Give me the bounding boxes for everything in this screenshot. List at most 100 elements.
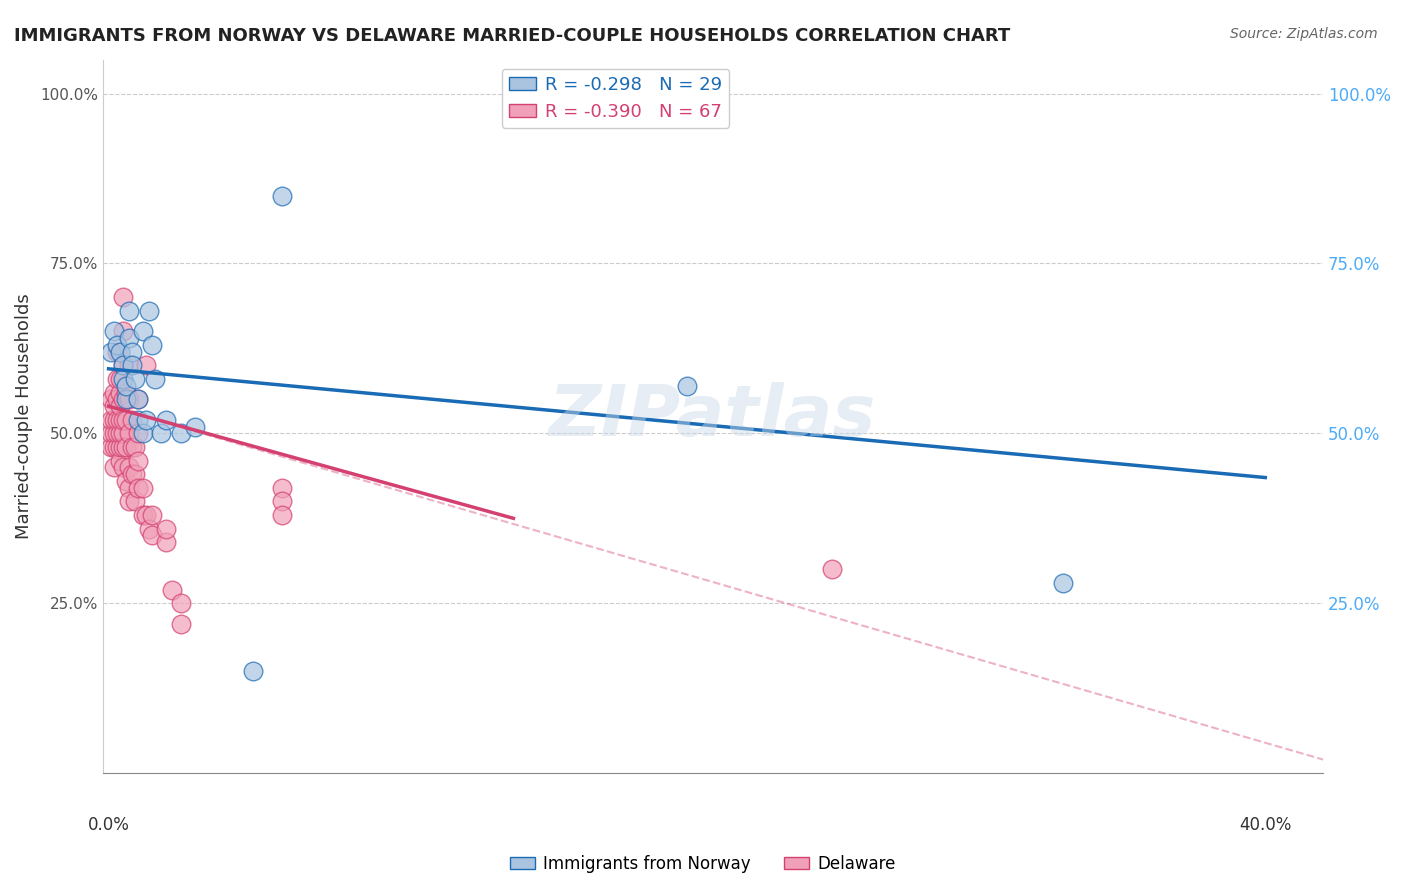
Point (118, 392, 141, 407)
Point (103, 385, 125, 400)
Point (135, 508, 157, 522)
Point (100, 413, 122, 427)
Point (141, 528, 163, 542)
Point (115, 385, 138, 400)
Point (115, 440, 138, 454)
Point (105, 440, 128, 454)
Point (108, 372, 131, 386)
Point (124, 440, 146, 454)
Point (105, 338, 128, 352)
Text: 0.0%: 0.0% (87, 816, 129, 834)
Text: IMMIGRANTS FROM NORWAY VS DELAWARE MARRIED-COUPLE HOUSEHOLDS CORRELATION CHART: IMMIGRANTS FROM NORWAY VS DELAWARE MARRI… (14, 27, 1011, 45)
Point (105, 392, 128, 407)
Point (108, 426, 131, 441)
Point (112, 460, 135, 475)
Point (121, 359, 143, 373)
Point (121, 344, 143, 359)
Point (100, 426, 122, 441)
Point (112, 426, 135, 441)
Point (103, 440, 125, 454)
Point (112, 392, 135, 407)
Point (103, 426, 125, 441)
Point (115, 413, 138, 427)
Point (271, 494, 294, 508)
Point (127, 426, 149, 441)
Point (271, 508, 294, 522)
Point (118, 426, 141, 441)
Point (138, 304, 160, 318)
Point (135, 359, 157, 373)
Point (820, 562, 842, 576)
Point (121, 440, 143, 454)
Point (127, 481, 149, 495)
Point (132, 426, 155, 441)
Point (118, 331, 141, 345)
Point (115, 392, 138, 407)
Point (127, 413, 149, 427)
Point (108, 344, 131, 359)
Point (100, 392, 122, 407)
Point (676, 379, 699, 393)
Point (115, 379, 138, 393)
Point (155, 413, 177, 427)
Point (132, 481, 155, 495)
Point (141, 508, 163, 522)
Point (141, 338, 163, 352)
Point (105, 426, 128, 441)
Point (108, 385, 131, 400)
Point (135, 413, 157, 427)
Text: ZIPatlas: ZIPatlas (550, 382, 877, 450)
Point (100, 440, 122, 454)
Point (112, 325, 135, 339)
Legend: R = -0.298   N = 29, R = -0.390   N = 67: R = -0.298 N = 29, R = -0.390 N = 67 (502, 69, 730, 128)
Point (127, 453, 149, 467)
Point (170, 616, 193, 631)
Point (112, 372, 135, 386)
Point (103, 399, 125, 413)
Point (103, 413, 125, 427)
Point (118, 481, 141, 495)
Point (118, 494, 141, 508)
Point (118, 460, 141, 475)
Point (242, 665, 264, 679)
Point (124, 494, 146, 508)
Point (124, 467, 146, 482)
Point (112, 290, 135, 304)
Point (160, 582, 183, 597)
Point (103, 460, 125, 475)
Point (132, 508, 155, 522)
Point (115, 474, 138, 488)
Point (271, 188, 294, 202)
Point (155, 535, 177, 549)
Point (118, 304, 141, 318)
Point (105, 344, 128, 359)
Point (1052, 575, 1074, 590)
Point (112, 440, 135, 454)
Point (170, 426, 193, 441)
Point (127, 392, 149, 407)
Text: 40.0%: 40.0% (1239, 816, 1292, 834)
Point (108, 413, 131, 427)
Point (108, 440, 131, 454)
Point (121, 413, 143, 427)
Point (184, 419, 207, 434)
Point (143, 372, 166, 386)
Point (105, 372, 128, 386)
Point (271, 481, 294, 495)
Point (132, 325, 155, 339)
Y-axis label: Married-couple Households: Married-couple Households (15, 293, 32, 540)
Point (103, 325, 125, 339)
Point (100, 344, 122, 359)
Point (108, 453, 131, 467)
Point (124, 372, 146, 386)
Legend: Immigrants from Norway, Delaware: Immigrants from Norway, Delaware (503, 848, 903, 880)
Point (118, 359, 141, 373)
Point (138, 522, 160, 536)
Point (127, 392, 149, 407)
Point (121, 467, 143, 482)
Point (112, 359, 135, 373)
Point (112, 413, 135, 427)
Point (149, 426, 172, 441)
Point (112, 359, 135, 373)
Point (170, 596, 193, 610)
